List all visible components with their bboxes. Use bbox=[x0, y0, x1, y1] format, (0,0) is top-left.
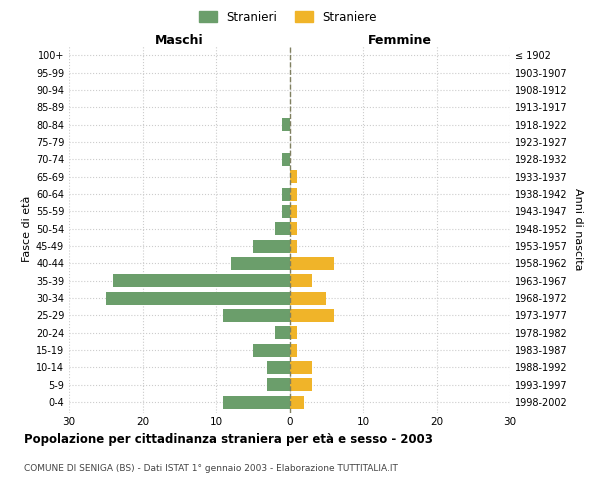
Bar bbox=[223, 396, 290, 408]
Bar bbox=[230, 257, 290, 270]
Text: Popolazione per cittadinanza straniera per età e sesso - 2003: Popolazione per cittadinanza straniera p… bbox=[24, 432, 433, 446]
Bar bbox=[290, 309, 334, 322]
Bar bbox=[290, 240, 297, 252]
Text: Maschi: Maschi bbox=[155, 34, 203, 46]
Bar bbox=[253, 240, 290, 252]
Y-axis label: Fasce di età: Fasce di età bbox=[22, 196, 32, 262]
Bar bbox=[290, 188, 297, 200]
Bar bbox=[268, 361, 290, 374]
Bar bbox=[282, 118, 290, 131]
Bar bbox=[275, 326, 290, 340]
Bar bbox=[282, 188, 290, 200]
Text: COMUNE DI SENIGA (BS) - Dati ISTAT 1° gennaio 2003 - Elaborazione TUTTITALIA.IT: COMUNE DI SENIGA (BS) - Dati ISTAT 1° ge… bbox=[24, 464, 398, 473]
Bar bbox=[290, 344, 297, 356]
Bar bbox=[106, 292, 290, 304]
Bar bbox=[290, 257, 334, 270]
Bar bbox=[290, 361, 311, 374]
Bar bbox=[290, 205, 297, 218]
Bar bbox=[290, 396, 304, 408]
Legend: Stranieri, Straniere: Stranieri, Straniere bbox=[194, 6, 382, 28]
Bar bbox=[282, 153, 290, 166]
Bar bbox=[290, 170, 297, 183]
Bar bbox=[282, 205, 290, 218]
Bar bbox=[268, 378, 290, 392]
Bar bbox=[290, 222, 297, 235]
Bar bbox=[253, 344, 290, 356]
Bar bbox=[290, 292, 326, 304]
Y-axis label: Anni di nascita: Anni di nascita bbox=[573, 188, 583, 270]
Bar bbox=[223, 309, 290, 322]
Bar bbox=[290, 326, 297, 340]
Bar bbox=[275, 222, 290, 235]
Bar bbox=[290, 378, 311, 392]
Bar bbox=[290, 274, 311, 287]
Text: Femmine: Femmine bbox=[368, 34, 432, 46]
Bar bbox=[113, 274, 290, 287]
